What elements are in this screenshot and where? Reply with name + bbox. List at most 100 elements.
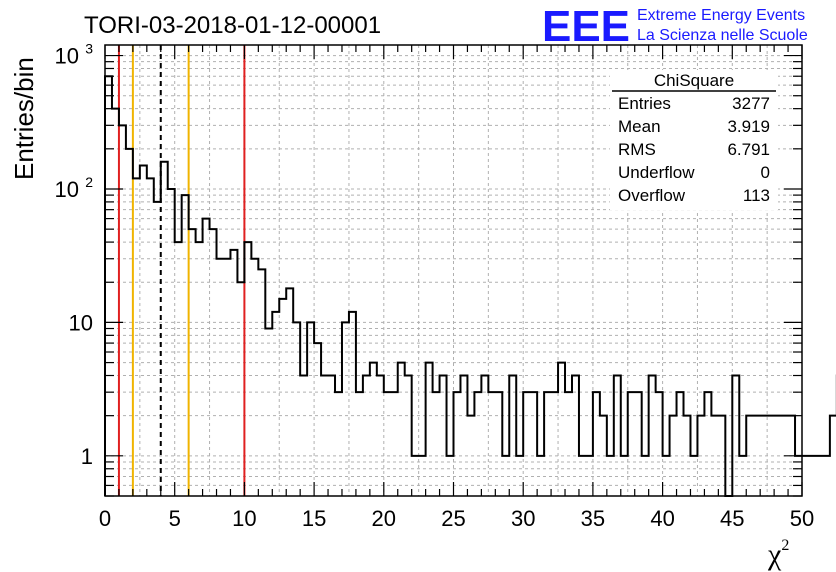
histogram-bin: [377, 376, 384, 496]
x-tick-label: 15: [302, 506, 326, 531]
histogram-bin: [447, 456, 454, 496]
x-tick-label: 45: [720, 506, 744, 531]
histogram-outline: [104, 75, 836, 497]
chart-title: TORI-03-2018-01-12-00001: [84, 12, 381, 39]
histogram-bin: [230, 250, 237, 496]
histogram-bin: [307, 322, 314, 496]
histogram-bin: [572, 376, 579, 496]
histogram-bin: [551, 392, 558, 496]
histogram-bin: [426, 363, 433, 496]
histogram-bin: [161, 162, 168, 496]
logo-mark: EEE: [542, 2, 630, 51]
histogram-bin: [635, 392, 642, 496]
stats-title: ChiSquare: [654, 71, 734, 90]
x-tick-label: 40: [650, 506, 674, 531]
histogram-bin: [300, 376, 307, 496]
histogram-bin: [335, 392, 342, 496]
histogram-bin: [265, 329, 272, 496]
histogram-bin: [495, 392, 502, 496]
histogram-bin: [342, 322, 349, 496]
histogram-bin: [488, 392, 495, 496]
histogram-bin: [704, 392, 711, 496]
x-tick-label: 20: [372, 506, 396, 531]
histogram-bin: [481, 376, 488, 496]
histogram-bin: [690, 456, 697, 496]
histogram-bin: [823, 456, 830, 496]
histogram-bin: [140, 165, 147, 496]
histogram-bin: [474, 392, 481, 496]
x-tick-label: 30: [511, 506, 535, 531]
x-tick-label: 25: [441, 506, 465, 531]
histogram-bin: [467, 416, 474, 496]
histogram-bin: [384, 392, 391, 496]
histogram-bin: [746, 416, 753, 496]
histogram-bin: [607, 456, 614, 496]
histogram-bin: [565, 392, 572, 496]
stats-row-label: Underflow: [618, 163, 695, 182]
histogram-bin: [454, 392, 461, 496]
stats-row-label: Overflow: [618, 186, 686, 205]
histogram-bin: [405, 376, 412, 496]
histogram-bin: [684, 416, 691, 496]
histogram-bin: [182, 195, 189, 496]
histogram-bin: [279, 299, 286, 496]
x-axis-label-exponent: 2: [781, 537, 789, 554]
histogram-bin: [663, 456, 670, 496]
histogram-bin: [126, 149, 133, 496]
stats-row-value: 3277: [732, 94, 770, 113]
histogram-bin: [112, 109, 119, 496]
histogram-bin: [217, 259, 224, 496]
x-axis-ticks: 0 5 10 15 20 25 30 35 40 45 50: [99, 45, 814, 531]
histogram-bin: [328, 376, 335, 496]
histogram-bin: [579, 456, 586, 496]
histogram-bin: [642, 456, 649, 496]
histogram-bin: [516, 456, 523, 496]
x-tick-label: 10: [232, 506, 256, 531]
stats-row-value: 3.919: [727, 117, 770, 136]
stats-row-label: Mean: [618, 117, 661, 136]
histogram-bin: [753, 416, 760, 496]
stats-rows: Entries 3277 Mean 3.919 RMS 6.791 Underflow 0 Ov…: [618, 94, 770, 205]
histogram-bin: [621, 456, 628, 496]
histogram-bin: [809, 456, 816, 496]
x-tick-label: 50: [790, 506, 814, 531]
histogram-bin: [154, 202, 161, 496]
y-tick-label: 1: [81, 444, 93, 469]
eee-logo: EEE Extreme Energy Events La Scienza nel…: [542, 2, 808, 51]
histogram-bin: [502, 456, 509, 496]
histogram-bin: [286, 288, 293, 496]
histogram-bin: [314, 343, 321, 496]
histogram-bin: [586, 456, 593, 496]
histogram-bin: [105, 76, 112, 496]
histogram-bin: [509, 376, 516, 496]
histogram-bin: [523, 392, 530, 496]
histogram-bin: [168, 189, 175, 496]
histogram-bin: [732, 376, 739, 496]
histogram-bin: [739, 456, 746, 496]
logo-line-1: Extreme Energy Events: [637, 7, 805, 24]
histogram-bin: [210, 229, 217, 496]
histogram-bin: [363, 376, 370, 496]
x-tick-label: 5: [169, 506, 181, 531]
histogram-bin: [440, 376, 447, 496]
histogram-bin: [349, 312, 356, 496]
stats-row-value: 6.791: [727, 140, 770, 159]
x-tick-label: 35: [581, 506, 605, 531]
histogram-bin: [119, 125, 126, 496]
histogram-bin: [203, 219, 210, 496]
histogram-bin: [356, 392, 363, 496]
histogram-bin: [189, 229, 196, 496]
histogram-bin: [537, 456, 544, 496]
histogram-bin: [223, 259, 230, 496]
x-axis-label: χ2: [767, 537, 789, 571]
stats-row-value: 113: [743, 186, 770, 205]
y-tick-label: 10: [55, 44, 79, 69]
histogram-bin: [830, 416, 836, 496]
histogram-bin: [656, 392, 663, 496]
histogram-bin: [258, 269, 265, 496]
histogram-bin: [614, 376, 621, 496]
histogram-bin: [767, 416, 774, 496]
histogram-bin: [147, 178, 154, 496]
histogram-bin: [175, 242, 182, 496]
